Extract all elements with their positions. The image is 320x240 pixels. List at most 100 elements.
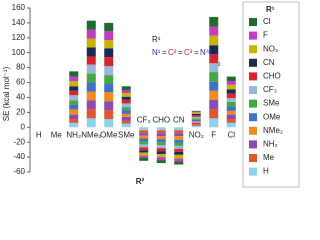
bar-segment (191, 116, 201, 119)
legend-label: NO₂ (263, 44, 278, 53)
annotation-text: C² (168, 48, 177, 57)
bar-segment (139, 144, 149, 148)
y-tick-label: 0 (21, 122, 26, 131)
annotation-text: = (162, 48, 167, 57)
bar-segment (156, 130, 166, 134)
bar-segment (226, 122, 236, 128)
y-tick-label: 60 (16, 78, 25, 87)
legend-label: SMe (263, 99, 280, 108)
bar-segment (139, 135, 149, 139)
legend-swatch (249, 113, 257, 122)
legend-label: H (263, 167, 269, 176)
legend-label: CF₃ (263, 85, 277, 94)
bar-segment (226, 89, 236, 94)
bar-segment (174, 158, 184, 162)
legend-swatch (249, 18, 257, 26)
bar-segment (174, 127, 184, 131)
x-tick-label: CHO (152, 115, 170, 124)
bar-segment (191, 112, 201, 114)
legend-swatch (249, 140, 257, 149)
legend-label: Me (263, 153, 275, 162)
bar-segment (139, 147, 149, 151)
bar-segment (226, 81, 236, 85)
x-tick-label: CF₃ (137, 115, 151, 124)
bar-segment (174, 148, 184, 152)
bar-segment (104, 48, 114, 58)
bar-segment (139, 157, 149, 161)
bar-segment (174, 130, 184, 134)
bar-segment (156, 136, 166, 140)
bar-segment (69, 119, 79, 123)
annotation-text: C³ (184, 48, 193, 57)
bar-segment (226, 114, 236, 120)
legend-swatch (249, 126, 257, 135)
bar-segment (86, 47, 96, 57)
bar-segment (209, 26, 219, 36)
bar-segment (86, 38, 96, 48)
y-tick-label: -40 (13, 152, 25, 161)
bar-segment (69, 100, 79, 105)
bar-segment (191, 118, 201, 120)
legend-label: CN (263, 58, 275, 67)
bar-segment (104, 75, 114, 85)
bar-segment (174, 142, 184, 146)
bar-segment (226, 76, 236, 82)
bar-segment (174, 154, 184, 159)
bar-segment (209, 90, 219, 100)
bar-segment (139, 130, 149, 134)
bar-segment (69, 81, 79, 87)
bar-segment (104, 92, 114, 102)
x-tick-label: NO₂ (189, 130, 204, 139)
bar-segment (156, 157, 166, 161)
legend-swatch (249, 167, 257, 176)
bar-segment (209, 45, 219, 55)
bar-segment (69, 71, 79, 77)
bar-segment (191, 125, 201, 128)
y-tick-label: 20 (16, 107, 25, 116)
y-tick-label: 40 (16, 93, 25, 102)
bar-segment (121, 123, 131, 128)
bar-segment (156, 145, 166, 149)
legend-label: NH₂ (263, 140, 278, 149)
bar-segment (156, 127, 166, 131)
bar-segment (86, 29, 96, 39)
bar-segment (226, 101, 236, 107)
bar-segment (209, 63, 219, 73)
bar-segment (69, 86, 79, 91)
legend-title: R¹ (266, 5, 275, 14)
annotation-text: = (178, 48, 183, 57)
bar-segment (226, 84, 236, 90)
legend-label: CHO (263, 72, 281, 81)
x-tick-label: F (211, 130, 216, 139)
bar-segment (86, 100, 96, 110)
legend-swatch (249, 99, 257, 108)
bar-segment (156, 133, 166, 137)
x-tick-label: H (36, 130, 42, 139)
y-tick-label: 140 (12, 18, 26, 27)
bar-segment (104, 31, 114, 41)
legend-swatch (249, 86, 257, 94)
bar-segment (104, 110, 114, 120)
bar-segment (121, 113, 131, 117)
y-tick-label: 80 (16, 63, 25, 72)
bar-segment (104, 119, 114, 128)
bar-segment (191, 111, 201, 113)
bar-segment (139, 133, 149, 136)
annotation-text: = (194, 48, 199, 57)
y-tick-label: -60 (13, 167, 25, 176)
bar-segment (121, 110, 131, 114)
bar-segment (191, 113, 201, 116)
bar-segment (69, 76, 79, 82)
legend-swatch (249, 72, 257, 81)
bar-segment (69, 122, 79, 128)
legend-label: OMe (263, 112, 281, 121)
bar-segment (104, 84, 114, 93)
bar-segment (139, 141, 149, 145)
bar-segment (69, 109, 79, 115)
legend-label: F (263, 31, 268, 40)
bar-segment (121, 116, 131, 121)
bar-segment (226, 119, 236, 123)
bar-segment (156, 151, 166, 155)
bar-segment (191, 119, 201, 122)
y-axis-label: SE (kcal mol⁻¹) (2, 66, 11, 121)
